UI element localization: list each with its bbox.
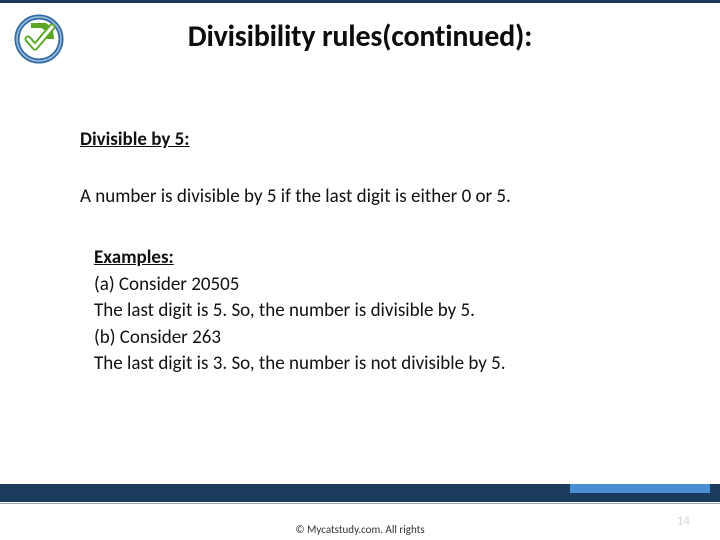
section-subheading: Divisible by 5: [80,128,190,151]
example-line: (a) Consider 20505 [94,272,660,299]
example-line: The last digit is 5. So, the number is d… [94,298,660,325]
page-number: 14 [671,511,696,533]
top-divider [0,0,720,3]
rule-text: A number is divisible by 5 if the last d… [80,185,511,208]
footer-band [0,484,720,502]
example-line: (b) Consider 263 [94,325,660,352]
examples-heading: Examples: [94,245,660,272]
footer-accent [570,484,710,493]
slide: Divisibility rules(continued): Divisible… [0,0,720,540]
examples-block: Examples: (a) Consider 20505 The last di… [94,245,660,378]
copyright-text: © Mycatstudy.com. All rights [0,523,720,536]
slide-title: Divisibility rules(continued): [0,18,720,55]
footer-hairline [0,503,720,504]
example-line: The last digit is 3. So, the number is n… [94,351,660,378]
